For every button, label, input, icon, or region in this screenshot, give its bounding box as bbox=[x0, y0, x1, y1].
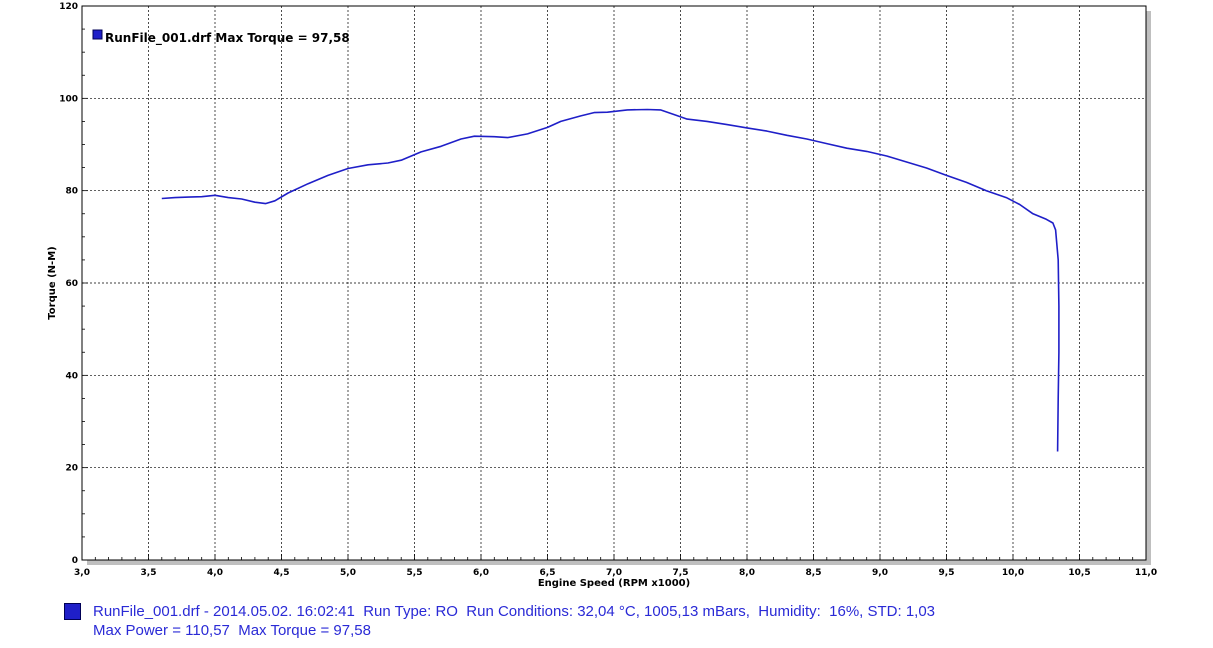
tick-labels: 3,0 3,5 4,0 4,5 5,0 5,5 6,0 6,5 7,0 7,5 8,0 8,5 9,0 9… bbox=[59, 2, 1157, 578]
x-tick-label: 10,5 bbox=[1068, 568, 1090, 578]
y-axis-title: Torque (N-M) bbox=[47, 246, 58, 319]
grid-layer bbox=[82, 6, 1146, 560]
legend-label: RunFile_001.drf Max Torque = 97,58 bbox=[105, 31, 350, 46]
x-tick-label: 8,5 bbox=[806, 568, 822, 578]
x-tick-label: 7,0 bbox=[606, 568, 622, 578]
footer-series-swatch bbox=[64, 603, 81, 620]
x-tick-label: 3,0 bbox=[74, 568, 90, 578]
legend-swatch bbox=[92, 29, 103, 40]
x-tick-label: 5,0 bbox=[340, 568, 356, 578]
x-tick-label: 10,0 bbox=[1002, 568, 1024, 578]
x-tick-label: 9,5 bbox=[939, 568, 955, 578]
tick-marks bbox=[81, 5, 1147, 561]
x-tick-label: 9,0 bbox=[872, 568, 888, 578]
y-tick-label: 100 bbox=[59, 94, 78, 104]
x-tick-label: 5,5 bbox=[407, 568, 423, 578]
x-tick-label: 7,5 bbox=[673, 568, 689, 578]
x-tick-label: 8,0 bbox=[739, 568, 755, 578]
y-tick-label: 80 bbox=[65, 187, 78, 197]
max-values-line: Max Power = 110,57 Max Torque = 97,58 bbox=[93, 622, 371, 639]
x-tick-label: 4,5 bbox=[274, 568, 290, 578]
y-tick-label: 40 bbox=[65, 371, 78, 381]
run-info-line: RunFile_001.drf - 2014.05.02. 16:02:41 R… bbox=[93, 603, 936, 620]
series-line-torque bbox=[161, 108, 1060, 452]
y-tick-label: 120 bbox=[59, 2, 78, 12]
x-tick-label: 6,0 bbox=[473, 568, 489, 578]
x-tick-label: 4,0 bbox=[207, 568, 223, 578]
x-tick-label: 11,0 bbox=[1135, 568, 1157, 578]
y-tick-label: 0 bbox=[72, 556, 78, 566]
x-tick-label: 3,5 bbox=[141, 568, 157, 578]
legend: RunFile_001.drf Max Torque = 97,58 bbox=[92, 29, 350, 46]
x-axis-title: Engine Speed (RPM x1000) bbox=[538, 578, 690, 589]
torque-chart: 3,0 3,5 4,0 4,5 5,0 5,5 6,0 6,5 7,0 7,5 8,0 8,5 9,0 9… bbox=[47, 2, 1157, 589]
y-tick-label: 60 bbox=[65, 279, 78, 289]
y-tick-label: 20 bbox=[65, 464, 78, 474]
x-tick-label: 6,5 bbox=[540, 568, 556, 578]
